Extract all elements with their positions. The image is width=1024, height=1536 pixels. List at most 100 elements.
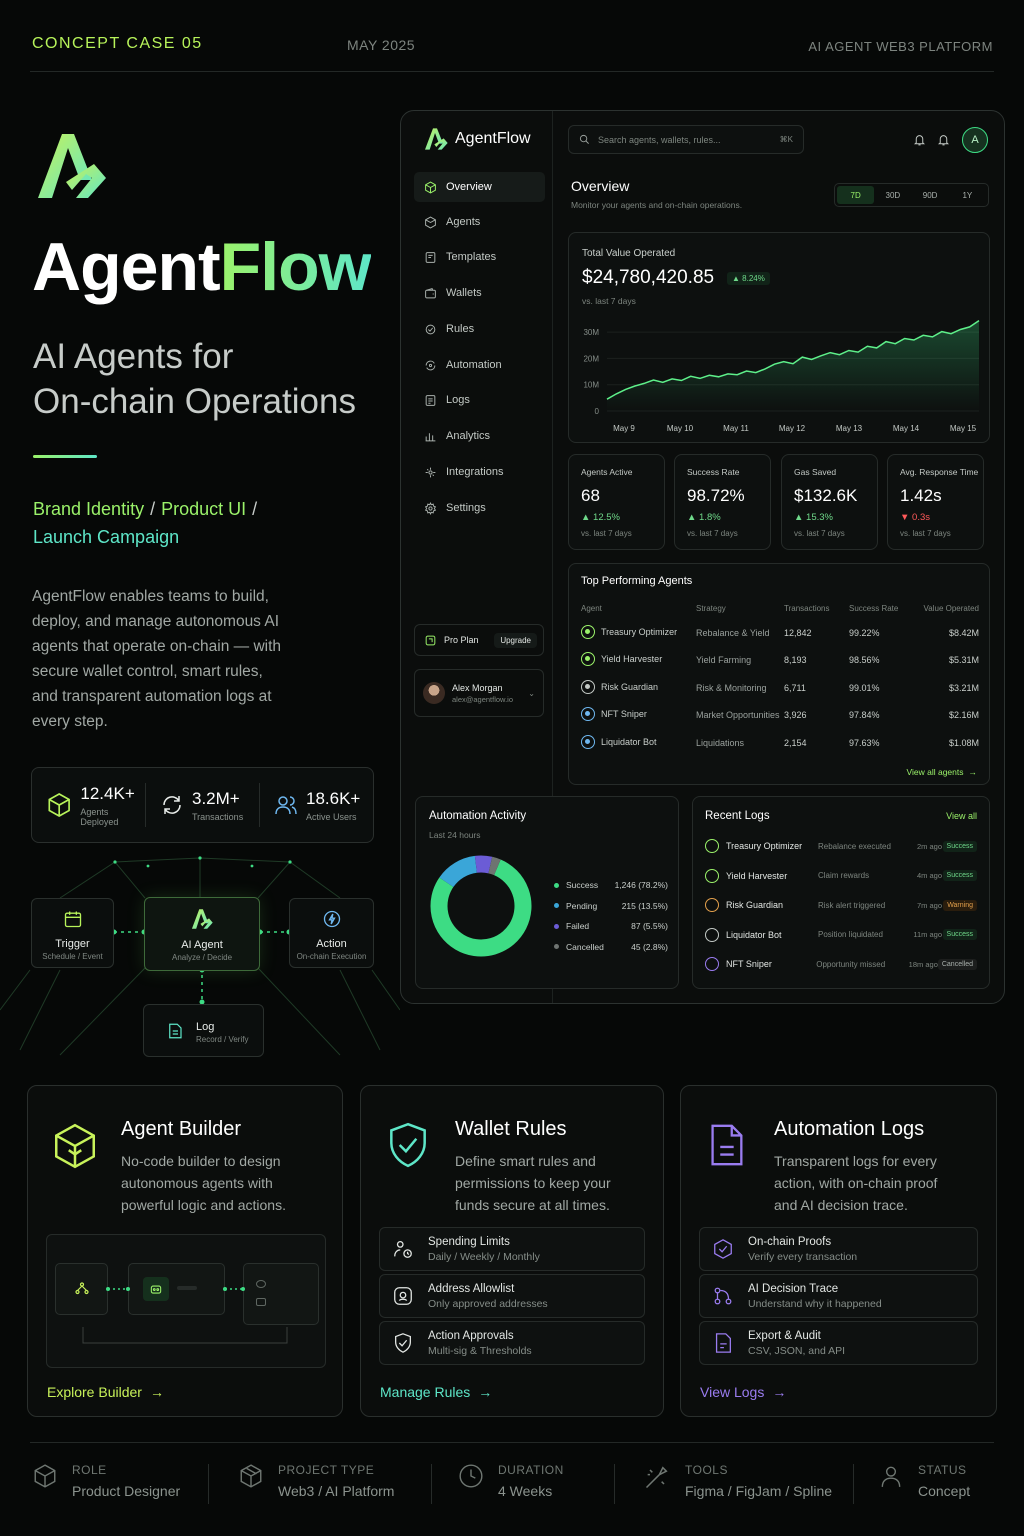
footer-role: ROLE Product Designer	[32, 1463, 180, 1499]
list-item[interactable]: Liquidator Bot Position liquidated 11m a…	[705, 924, 977, 946]
sidebar-item-label: Settings	[446, 502, 486, 514]
rule-row-address-allowlist[interactable]: Address Allowlist Only approved addresses	[379, 1274, 645, 1318]
sidebar-item-agents[interactable]: Agents	[414, 207, 545, 237]
network-icon	[74, 1282, 89, 1295]
kpi-change: ▼ 0.3s	[900, 512, 930, 523]
placeholder-line	[177, 1286, 197, 1290]
rule-row-spending-limits[interactable]: Spending Limits Daily / Weekly / Monthly	[379, 1227, 645, 1271]
accent-divider	[33, 455, 97, 458]
status-badge: Cancelled	[937, 958, 977, 970]
arrow-right-icon: →	[149, 1384, 164, 1400]
search-shortcut: ⌘K	[779, 135, 793, 144]
table-row[interactable]: Risk Guardian Risk & Monitoring 6,711 99…	[581, 674, 979, 702]
user-card[interactable]: Alex Morgan alex@agentflow.io ⌄	[414, 669, 544, 717]
agent-icon	[705, 898, 719, 912]
log-row-ai-decision-trace[interactable]: AI Decision Trace Understand why it happe…	[699, 1274, 978, 1318]
footer-separator	[614, 1464, 615, 1504]
trace-icon	[714, 1287, 732, 1305]
search-placeholder: Search agents, wallets, rules...	[598, 134, 721, 145]
sidebar-item-overview[interactable]: Overview	[414, 172, 545, 202]
agent-strategy: Yield Farming	[696, 655, 752, 666]
tvo-label: Total Value Operated	[582, 248, 676, 259]
donut-slice	[430, 859, 532, 957]
user-email: alex@agentflow.io	[452, 694, 513, 704]
page-title: Overview	[571, 178, 630, 194]
manage-rules-link[interactable]: Manage Rules →	[380, 1384, 493, 1400]
sidebar-logo[interactable]: AgentFlow	[423, 127, 531, 151]
agent-transactions: 6,711	[784, 682, 806, 693]
feature-desc: No-code builder to design autonomous age…	[121, 1153, 286, 1213]
tvo-sub: vs. last 7 days	[582, 296, 636, 306]
list-item[interactable]: Yield Harvester Claim rewards 4m ago Suc…	[705, 865, 977, 887]
sidebar-item-analytics[interactable]: Analytics	[414, 421, 545, 451]
column-header: Strategy	[696, 603, 726, 613]
sidebar-item-wallets[interactable]: Wallets	[414, 278, 545, 308]
footer-separator	[853, 1464, 854, 1504]
range-7d[interactable]: 7D	[837, 186, 875, 204]
sidebar-item-templates[interactable]: Templates	[414, 242, 545, 272]
sidebar-item-settings[interactable]: Settings	[414, 493, 545, 523]
footer-tools: TOOLS Figma / FigJam / Spline	[643, 1463, 832, 1499]
agent-transactions: 12,842	[784, 627, 812, 638]
kpi-value: 68	[581, 486, 600, 505]
kpi-value: 98.72%	[687, 486, 745, 505]
explore-builder-link[interactable]: Explore Builder →	[47, 1384, 164, 1400]
automation-title: Automation Activity	[429, 810, 527, 822]
view-all-logs-link[interactable]: View all	[946, 811, 977, 821]
agent-transactions: 3,926	[784, 710, 807, 721]
sidebar-item-rules[interactable]: Rules	[414, 314, 545, 344]
log-row-on-chain-proofs[interactable]: On-chain Proofs Verify every transaction	[699, 1227, 978, 1271]
legend-value: 87 (5.5%)	[631, 921, 668, 932]
bell-icon[interactable]	[913, 133, 926, 147]
agentflow-logo-icon	[191, 909, 213, 929]
feature-title: Wallet Rules	[455, 1118, 567, 1140]
range-1y[interactable]: 1Y	[962, 190, 973, 200]
builder-node	[243, 1263, 319, 1325]
avatar[interactable]: A	[962, 127, 988, 153]
list-item[interactable]: NFT Sniper Opportunity missed 18m ago Ca…	[705, 953, 977, 975]
chevron-down-icon: ⌄	[528, 688, 535, 698]
log-row-export-audit[interactable]: Export & Audit CSV, JSON, and API	[699, 1321, 978, 1365]
wallet-icon	[425, 287, 436, 298]
range-90d[interactable]: 90D	[922, 190, 938, 200]
sidebar-item-integrations[interactable]: Integrations	[414, 457, 545, 487]
legend-item: Success 1,246 (78.2%)	[554, 875, 668, 896]
kpi-change: ▲ 1.8%	[687, 512, 721, 523]
sidebar-item-automation[interactable]: Automation	[414, 350, 545, 380]
chart-area	[607, 320, 979, 411]
table-row[interactable]: Yield Harvester Yield Farming 8,193 98.5…	[581, 647, 979, 675]
rule-row-action-approvals[interactable]: Action Approvals Multi-sig & Thresholds	[379, 1321, 645, 1365]
shield-icon	[390, 1122, 426, 1168]
table-row[interactable]: Liquidator Bot Liquidations 2,154 97.63%…	[581, 729, 979, 757]
agent-strategy: Liquidations	[696, 737, 745, 748]
view-all-agents-link[interactable]: View all agents →	[906, 767, 977, 777]
kpi-change: ▲ 12.5%	[581, 512, 620, 523]
services-list: Brand Identity / Product UI / Launch Campai…	[33, 499, 258, 547]
cube-icon	[55, 1123, 95, 1169]
refresh-icon	[163, 796, 181, 814]
range-30d[interactable]: 30D	[885, 190, 901, 200]
agent-success-rate: 97.63%	[849, 737, 880, 748]
legend-label: Pending	[566, 900, 598, 911]
kpi-change: ▲ 15.3%	[794, 512, 833, 523]
agent-name: Yield Harvester	[601, 654, 663, 665]
sidebar-item-label: Integrations	[446, 466, 504, 478]
search-input[interactable]: Search agents, wallets, rules... ⌘K	[568, 125, 804, 154]
allowlist-icon	[394, 1287, 412, 1305]
view-logs-link[interactable]: View Logs →	[700, 1384, 787, 1400]
upgrade-button[interactable]: Upgrade	[494, 632, 537, 648]
list-item[interactable]: Treasury Optimizer Rebalance executed 2m…	[705, 835, 977, 857]
top-agents-card: Top Performing Agents Agent Strategy Tra…	[568, 563, 990, 785]
agent-strategy: Rebalance & Yield	[696, 627, 770, 638]
donut-slice	[439, 855, 478, 888]
tvo-card: Total Value Operated $24,780,420.85 ▲ 8.…	[568, 232, 990, 443]
sidebar-item-logs[interactable]: Logs	[414, 385, 545, 415]
footer-status: STATUS Concept	[878, 1463, 970, 1499]
table-row[interactable]: NFT Sniper Market Opportunities 3,926 97…	[581, 702, 979, 730]
table-row[interactable]: Treasury Optimizer Rebalance & Yield 12,…	[581, 619, 979, 647]
legend-item: Cancelled 45 (2.8%)	[554, 937, 668, 958]
list-item[interactable]: Risk Guardian Risk alert triggered 7m ag…	[705, 894, 977, 916]
box-icon	[240, 1464, 262, 1488]
notification-icon[interactable]	[937, 133, 950, 147]
agent-icon	[581, 624, 595, 639]
